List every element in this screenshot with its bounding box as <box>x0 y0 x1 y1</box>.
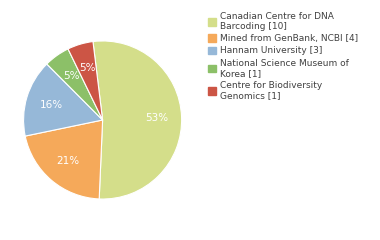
Text: 21%: 21% <box>56 156 79 166</box>
Wedge shape <box>47 49 103 120</box>
Text: 53%: 53% <box>145 113 168 123</box>
Legend: Canadian Centre for DNA
Barcoding [10], Mined from GenBank, NCBI [4], Hannam Uni: Canadian Centre for DNA Barcoding [10], … <box>206 10 360 102</box>
Wedge shape <box>68 42 103 120</box>
Wedge shape <box>25 120 103 199</box>
Wedge shape <box>93 41 182 199</box>
Text: 5%: 5% <box>63 71 80 81</box>
Text: 16%: 16% <box>40 100 63 110</box>
Text: 5%: 5% <box>79 63 96 73</box>
Wedge shape <box>24 64 103 136</box>
